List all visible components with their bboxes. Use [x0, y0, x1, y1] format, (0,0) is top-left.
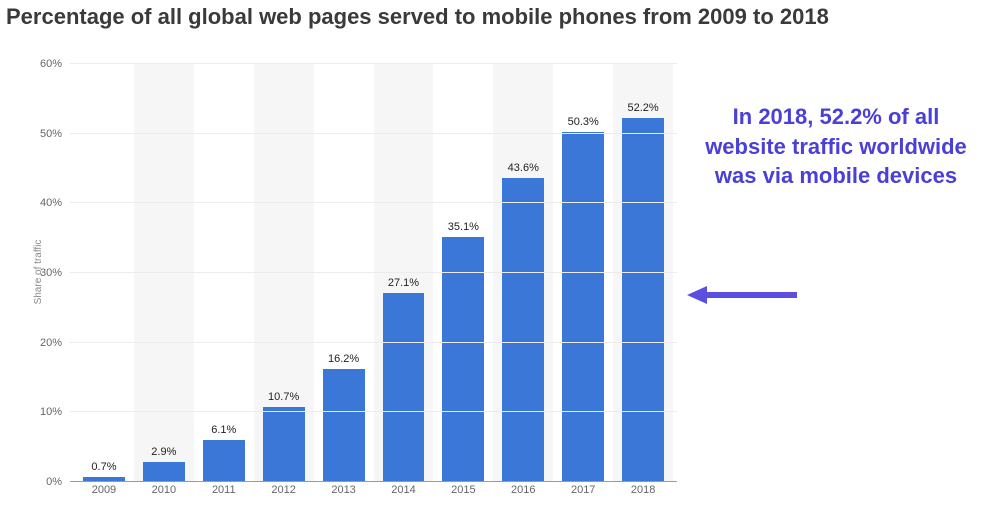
bar-value-label: 52.2%: [627, 102, 658, 114]
chart-stage: Share of traffic 0%10%20%30%40%50%60% 0.…: [0, 36, 997, 508]
y-tick-label: 50%: [40, 128, 62, 140]
bar: 35.1%: [442, 237, 484, 482]
gridline: [70, 411, 677, 412]
arrow-left-icon: [687, 284, 797, 306]
bar-slot: 2.9%: [134, 64, 194, 482]
callout-text: In 2018, 52.2% of all website traffic wo…: [691, 102, 981, 191]
bar: 27.1%: [383, 293, 425, 482]
bar-slot: 6.1%: [194, 64, 254, 482]
x-tick-label: 2013: [314, 484, 374, 504]
bar-value-label: 0.7%: [91, 461, 116, 473]
bars-container: 0.7% 2.9% 6.1% 10.7% 16.2% 27.1% 35.1% 43.6% 50.…: [70, 64, 677, 482]
gridline: [70, 272, 677, 273]
x-tick-label: 2009: [74, 484, 134, 504]
gridline: [70, 63, 677, 64]
column-bg: [74, 64, 134, 482]
bar-value-label: 6.1%: [211, 424, 236, 436]
bar: 16.2%: [323, 369, 365, 482]
bar-value-label: 10.7%: [268, 391, 299, 403]
column-bg: [134, 64, 194, 482]
bar-slot: 10.7%: [254, 64, 314, 482]
x-axis-line: [70, 481, 677, 482]
gridline: [70, 133, 677, 134]
x-tick-label: 2012: [254, 484, 314, 504]
x-tick-label: 2015: [433, 484, 493, 504]
x-tick-label: 2011: [194, 484, 254, 504]
bar: 52.2%: [622, 118, 664, 482]
x-tick-label: 2016: [493, 484, 553, 504]
bar: 43.6%: [502, 178, 544, 482]
bar-slot: 16.2%: [314, 64, 374, 482]
bar-value-label: 2.9%: [151, 446, 176, 458]
chart-title: Percentage of all global web pages serve…: [0, 0, 997, 30]
x-axis: 2009201020112012201320142015201620172018: [70, 484, 677, 504]
arrow-shaft: [707, 292, 797, 298]
y-tick-label: 0%: [46, 476, 62, 488]
bar-value-label: 50.3%: [568, 116, 599, 128]
y-tick-label: 60%: [40, 58, 62, 70]
bar: 10.7%: [263, 407, 305, 482]
y-tick-label: 40%: [40, 197, 62, 209]
bar-slot: 52.2%: [613, 64, 673, 482]
gridline: [70, 202, 677, 203]
y-axis: 0%10%20%30%40%50%60%: [32, 64, 68, 482]
plot-area: 0.7% 2.9% 6.1% 10.7% 16.2% 27.1% 35.1% 43.6% 50.…: [70, 64, 677, 482]
bar-value-label: 16.2%: [328, 353, 359, 365]
y-tick-label: 10%: [40, 406, 62, 418]
bar: 50.3%: [562, 132, 604, 482]
y-tick-label: 30%: [40, 267, 62, 279]
x-tick-label: 2017: [553, 484, 613, 504]
y-tick-label: 20%: [40, 337, 62, 349]
bar: 6.1%: [203, 440, 245, 482]
gridline: [70, 342, 677, 343]
bar-slot: 35.1%: [433, 64, 493, 482]
x-tick-label: 2018: [613, 484, 673, 504]
bar-value-label: 27.1%: [388, 277, 419, 289]
bar-value-label: 43.6%: [508, 162, 539, 174]
bar-value-label: 35.1%: [448, 221, 479, 233]
column-bg: [194, 64, 254, 482]
bar-slot: 27.1%: [374, 64, 434, 482]
bar-slot: 50.3%: [553, 64, 613, 482]
bar-slot: 43.6%: [493, 64, 553, 482]
x-tick-label: 2014: [374, 484, 434, 504]
arrow-head: [687, 286, 707, 304]
x-tick-label: 2010: [134, 484, 194, 504]
bar: 2.9%: [143, 462, 185, 482]
bar-slot: 0.7%: [74, 64, 134, 482]
